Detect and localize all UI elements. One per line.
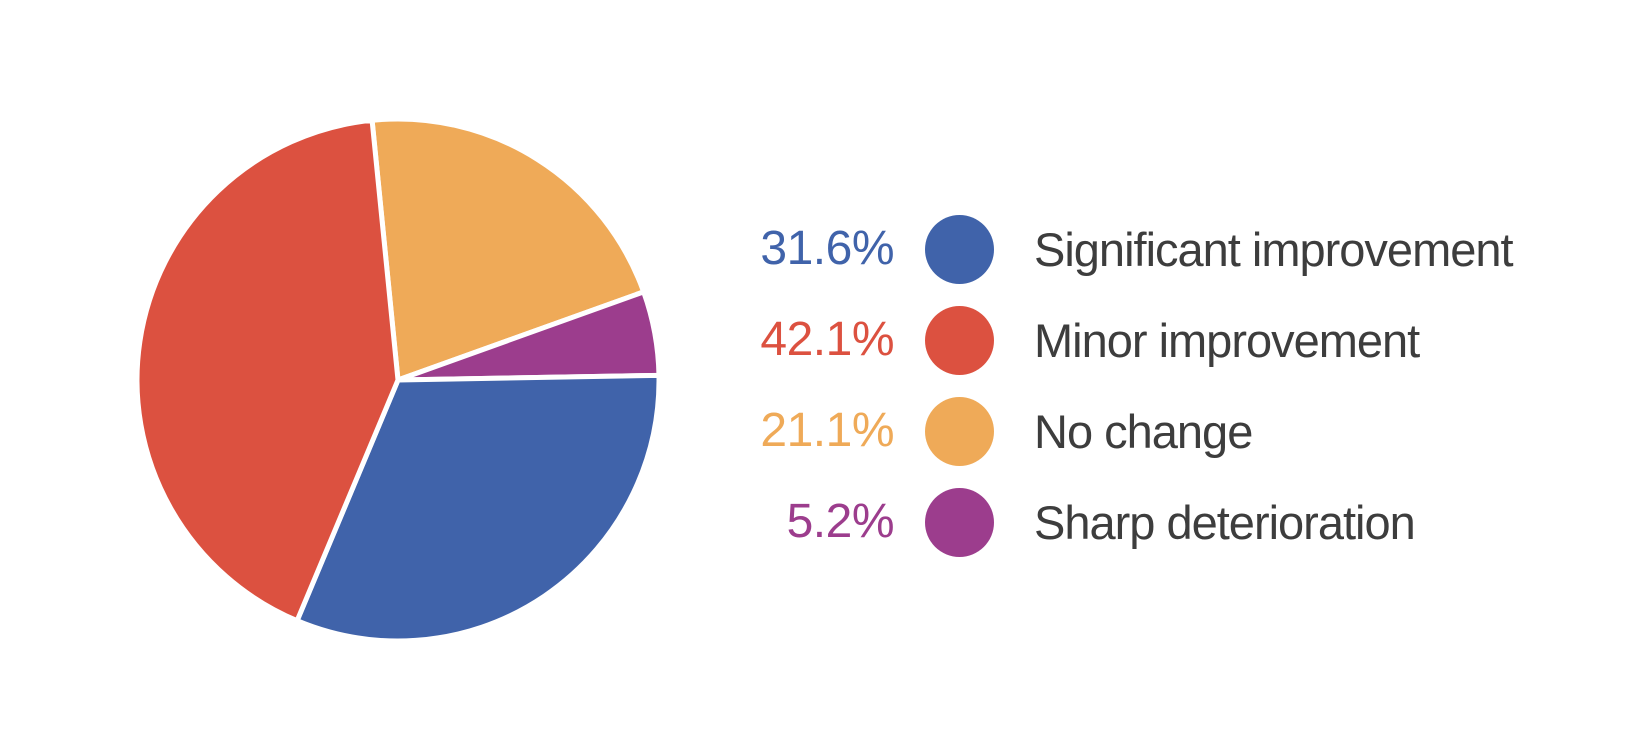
legend-swatch-sharp-deterioration (925, 487, 994, 557)
legend-label: No change (1034, 404, 1253, 458)
legend-row-significant-improvement: 31.6% Significant improvement (694, 214, 1514, 284)
legend-swatch-minor-improvement (925, 305, 994, 375)
legend-percent: 31.6% (760, 222, 894, 275)
legend-percent: 42.1% (760, 313, 894, 366)
legend-percent: 21.1% (760, 404, 894, 457)
legend-swatch-no-change (925, 396, 994, 466)
legend-row-minor-improvement: 42.1% Minor improvement (694, 305, 1513, 375)
legend-label: Minor improvement (1034, 313, 1420, 367)
legend-label: Sharp deterioration (1034, 495, 1416, 549)
pie-chart (134, 116, 662, 644)
legend-row-sharp-deterioration: 5.2% Sharp deterioration (694, 487, 1513, 557)
pie-slice-significant-improvement (294, 372, 662, 644)
legend-percent: 5.2% (786, 495, 895, 548)
legend-swatch-significant-improvement (925, 214, 994, 284)
legend-label: Significant improvement (1034, 222, 1514, 276)
pie-slice-minor-improvement (134, 117, 401, 624)
legend-row-no-change: 21.1% No change (694, 396, 1513, 466)
legend: 31.6% Significant improvement 42.1% Mino… (694, 214, 1514, 578)
